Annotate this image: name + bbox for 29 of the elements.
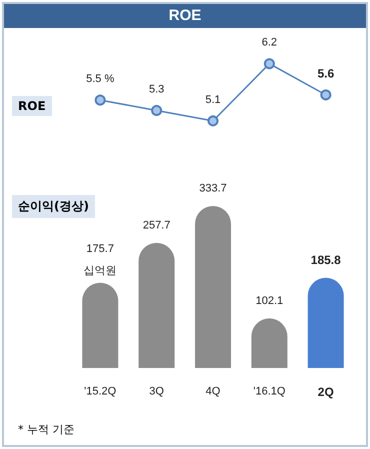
data-label: 185.8 xyxy=(310,252,342,267)
bar xyxy=(308,278,344,368)
data-label: 175.7 xyxy=(86,243,114,256)
point xyxy=(208,115,218,126)
chart-title: ROE xyxy=(4,4,366,28)
x-tick-label: 2Q xyxy=(318,385,334,399)
x-tick-label: '16.1Q xyxy=(253,386,286,398)
y-axis-title: 순이익(경상) xyxy=(12,195,95,218)
x-tick-label: 3Q xyxy=(149,386,164,398)
x-tick-label: 4Q xyxy=(206,386,221,398)
point xyxy=(94,94,106,106)
bar xyxy=(195,206,231,368)
annotation: 십억원 xyxy=(84,265,117,278)
data-label: 5.6 xyxy=(317,66,334,80)
x-tick-label: '15.2Q xyxy=(84,386,117,398)
data-label: 333.7 xyxy=(199,182,227,194)
point xyxy=(151,104,162,116)
data-label: 257.7 xyxy=(142,219,170,232)
data-label: 5.3 xyxy=(148,83,164,96)
y-axis-title: ROE xyxy=(12,96,52,116)
point xyxy=(264,58,275,70)
bar xyxy=(138,242,175,368)
data-label: 5.1 xyxy=(205,94,221,106)
data-label: 102.1 xyxy=(256,294,284,307)
data-label: 6.2 xyxy=(262,36,278,49)
bar xyxy=(82,282,118,368)
data-label: 5.5 % xyxy=(86,73,114,86)
point xyxy=(320,89,332,100)
text: * 누적 기준 xyxy=(18,422,74,437)
